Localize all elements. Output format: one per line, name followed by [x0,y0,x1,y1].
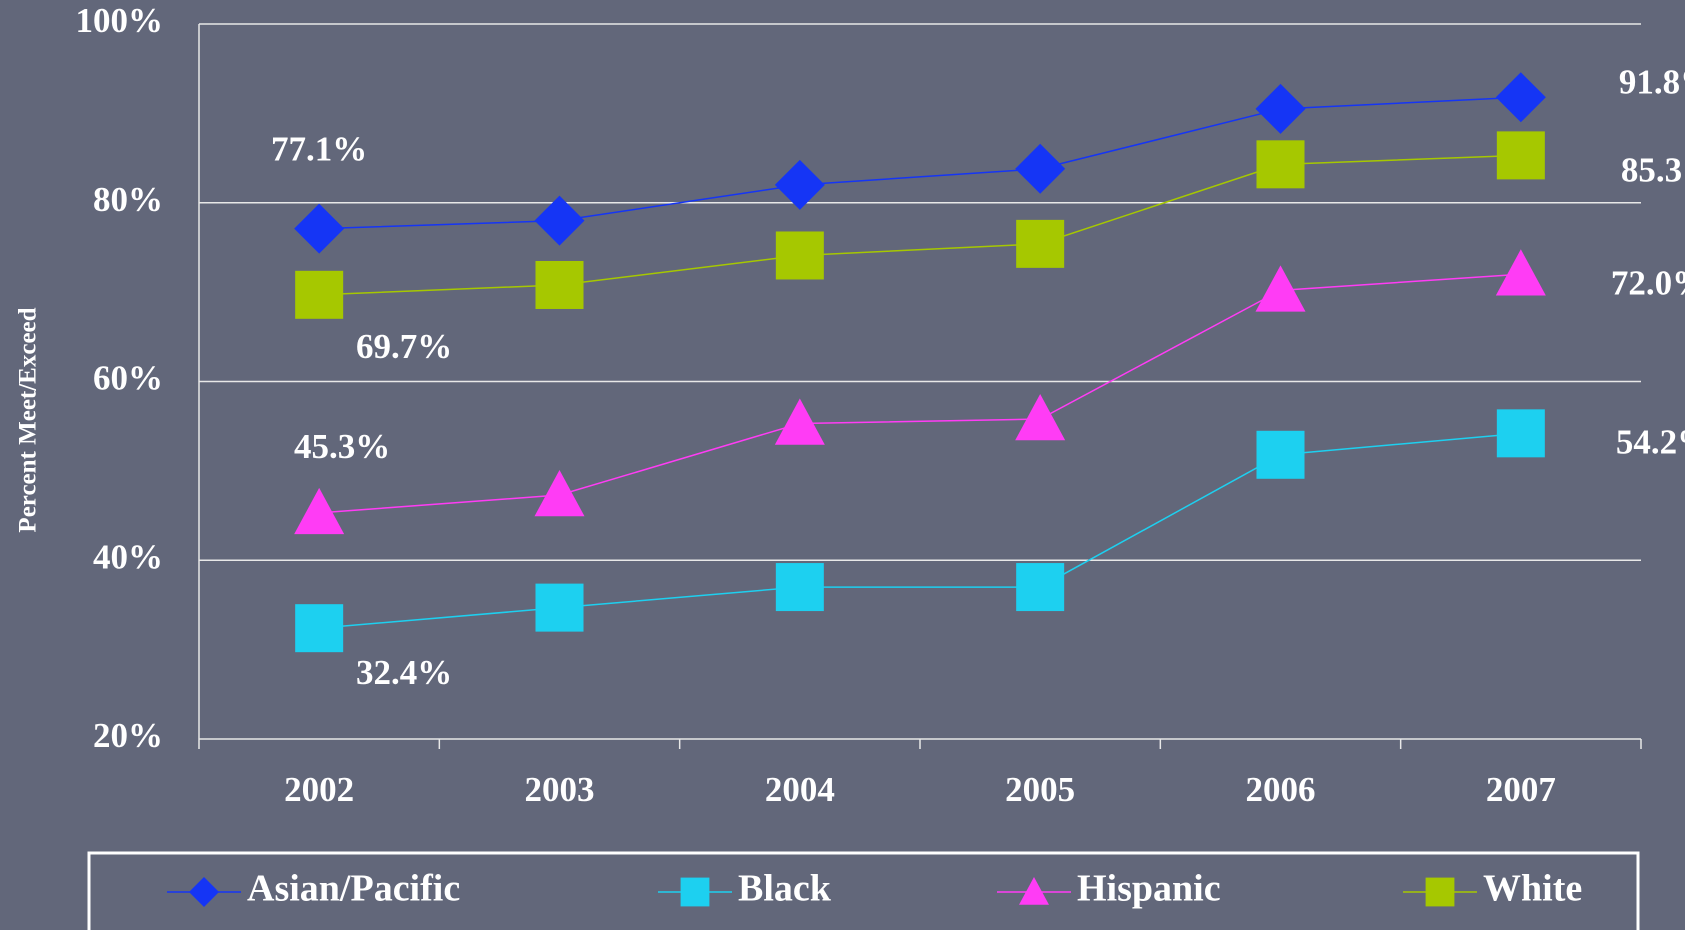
data-point [294,487,345,535]
legend-label: White [1483,868,1582,910]
legend-marker [189,877,219,907]
x-tick-label: 2004 [765,770,835,809]
data-point [1016,219,1065,268]
data-label: 54.2% [1616,422,1685,461]
x-tick-label: 2003 [525,770,595,809]
legend-label: Hispanic [1077,868,1221,910]
data-label: 91.8% [1619,62,1685,101]
data-point [1016,563,1065,612]
data-label: 77.1% [271,130,367,169]
data-point [775,231,824,280]
data-point [1495,249,1546,296]
legend-label: Asian/Pacific [247,868,460,910]
x-tick-label: 2005 [1005,770,1075,809]
data-point [295,270,344,319]
x-tick-label: 2002 [284,770,354,809]
data-label: 72.0% [1611,263,1685,302]
data-point [1496,409,1545,458]
data-point [775,563,824,612]
data-point [534,470,585,517]
y-tick-label: 20% [93,716,163,755]
data-label: 85.3% [1621,150,1685,189]
series-line [319,273,1521,514]
data-label: 69.7% [356,327,452,366]
data-point [535,260,584,309]
series-line [319,96,1521,230]
legend-marker [1425,877,1455,907]
data-point [295,604,344,653]
legend-label: Black [738,868,832,910]
data-point [774,398,825,445]
data-point [1495,72,1546,123]
legend-box [87,851,1640,930]
y-tick-label: 40% [93,537,163,576]
data-point [1015,143,1066,194]
series-line [319,432,1521,629]
legend-marker [680,877,710,907]
legend-marker [1019,877,1049,905]
data-point [1256,140,1305,189]
data-point [534,195,585,246]
y-axis-label: Percent Meet/Exceed [15,307,42,532]
data-point [535,583,584,632]
data-point [1255,83,1306,134]
series-line [319,154,1521,296]
data-point [1255,265,1306,312]
y-tick-label: 60% [93,359,163,398]
data-point [774,159,825,210]
y-tick-label: 100% [76,1,164,40]
data-point [1015,394,1066,441]
data-label: 32.4% [356,653,452,692]
x-tick-label: 2007 [1486,770,1556,809]
data-point [1496,131,1545,180]
x-tick-label: 2006 [1246,770,1316,809]
y-tick-label: 80% [93,180,163,219]
data-point [294,203,345,254]
data-label: 45.3% [294,427,390,466]
data-point [1256,430,1305,479]
